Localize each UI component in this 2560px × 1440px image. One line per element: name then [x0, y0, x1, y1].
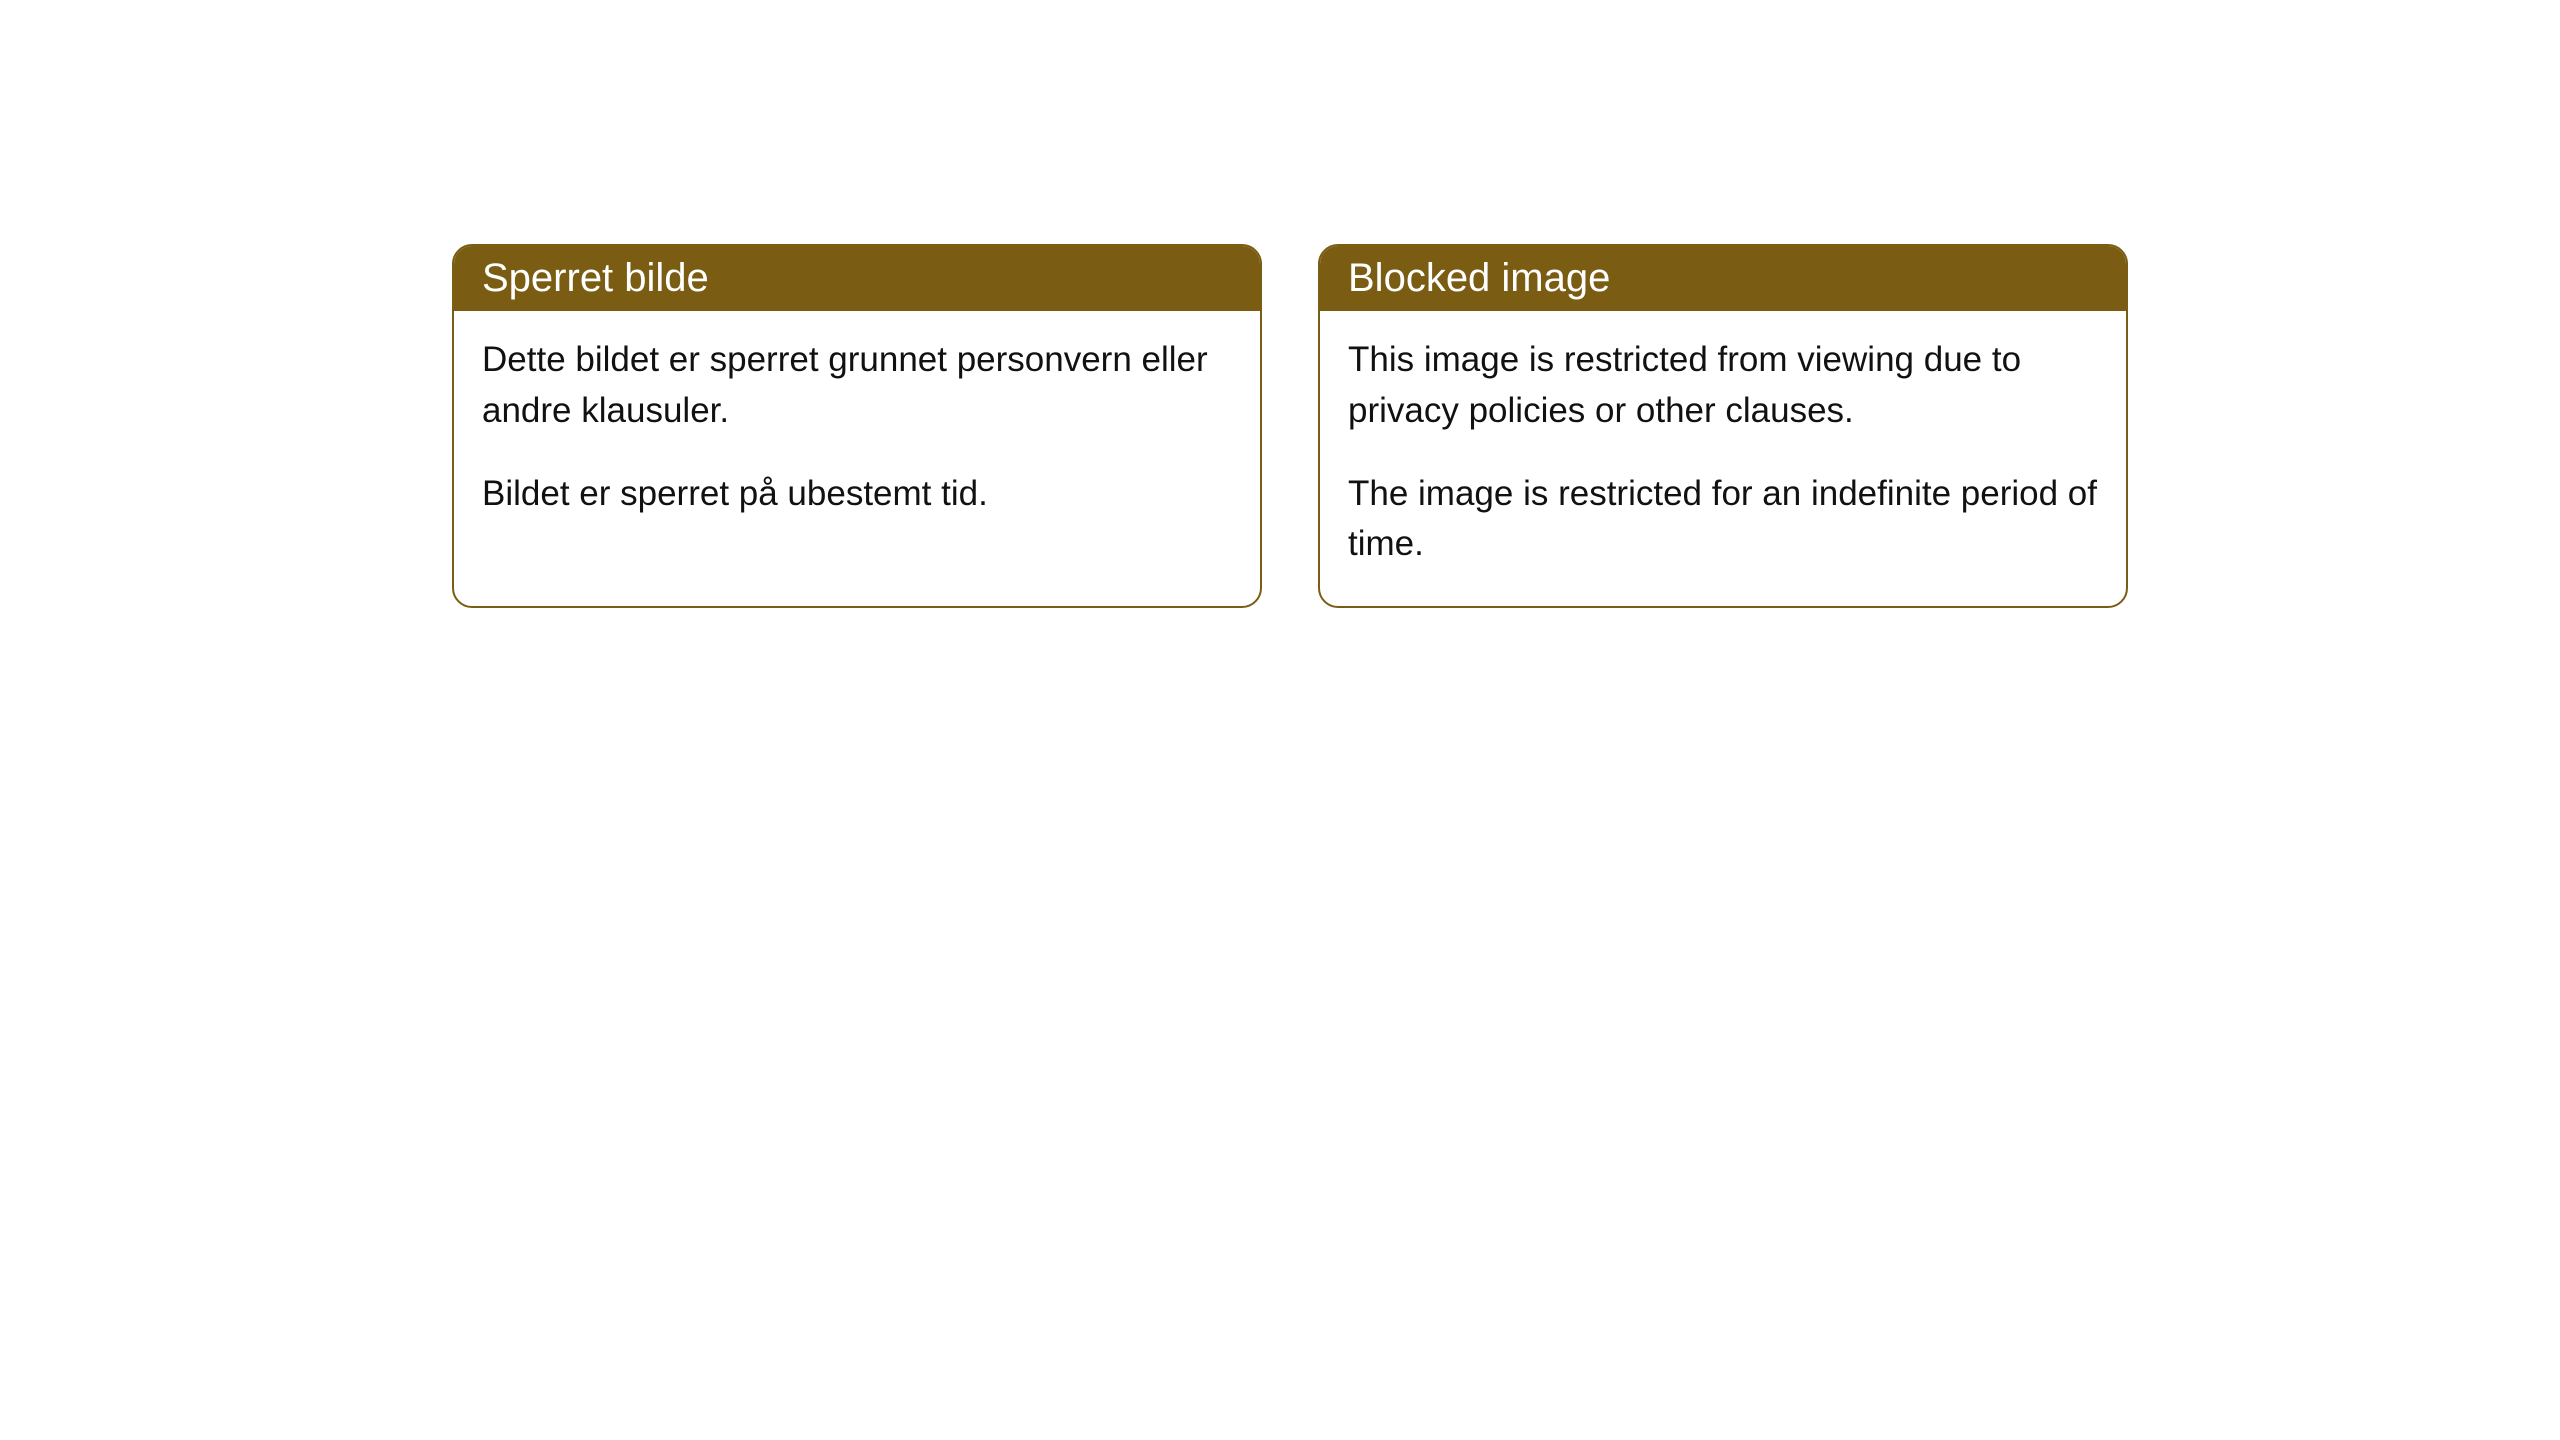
card-paragraph: This image is restricted from viewing du… [1348, 335, 2098, 437]
card-header-english: Blocked image [1320, 246, 2126, 311]
card-body-english: This image is restricted from viewing du… [1320, 311, 2126, 606]
card-title: Blocked image [1348, 256, 1610, 300]
card-body-norwegian: Dette bildet er sperret grunnet personve… [454, 311, 1260, 555]
card-title: Sperret bilde [482, 256, 709, 300]
card-paragraph: The image is restricted for an indefinit… [1348, 469, 2098, 571]
card-paragraph: Dette bildet er sperret grunnet personve… [482, 335, 1232, 437]
card-english: Blocked image This image is restricted f… [1318, 244, 2128, 608]
card-norwegian: Sperret bilde Dette bildet er sperret gr… [452, 244, 1262, 608]
card-header-norwegian: Sperret bilde [454, 246, 1260, 311]
card-paragraph: Bildet er sperret på ubestemt tid. [482, 469, 1232, 520]
cards-container: Sperret bilde Dette bildet er sperret gr… [452, 244, 2128, 608]
